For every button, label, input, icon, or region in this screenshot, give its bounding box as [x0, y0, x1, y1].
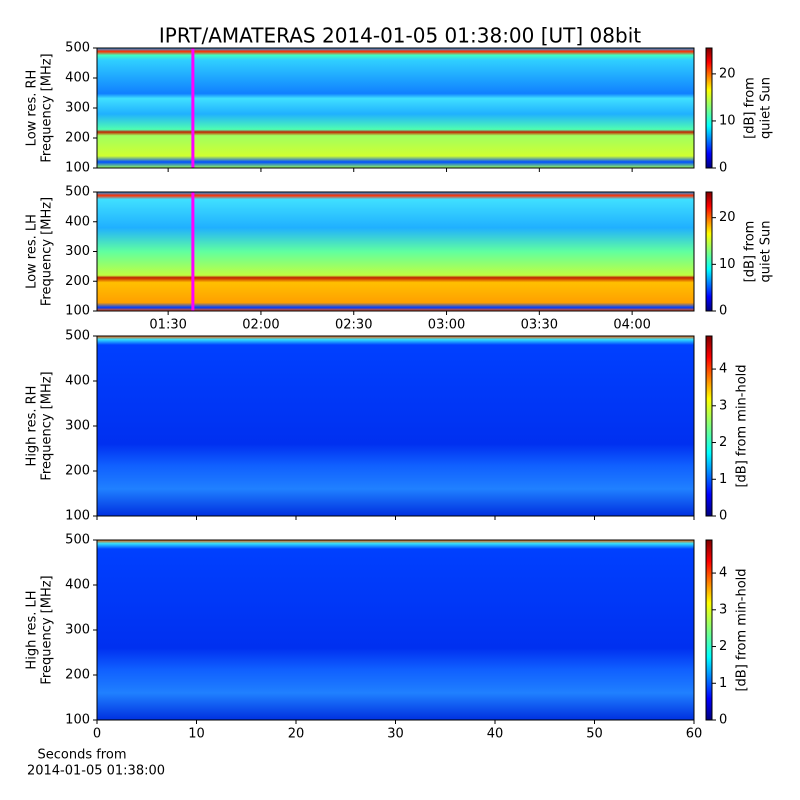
x-tick-label: 20	[288, 727, 305, 742]
y-tick-label: 200	[65, 274, 90, 289]
colorbar-tick-label: 10	[719, 113, 736, 128]
x-tick-label: 50	[586, 727, 603, 742]
y-tick-label: 500	[65, 185, 90, 200]
spectrogram	[97, 192, 694, 311]
y-axis-label: Frequency [MHz]	[40, 371, 55, 480]
y-tick-label: 300	[65, 244, 90, 259]
x-tick-label: 10	[188, 727, 205, 742]
colorbar-label: quiet Sun	[759, 77, 774, 139]
x-tick-label: 60	[686, 727, 703, 742]
colorbar-tick-label: 3	[719, 398, 727, 413]
colorbar-label: quiet Sun	[759, 220, 774, 282]
colorbar-tick-label: 1	[719, 676, 727, 691]
y-axis-label: Frequency [MHz]	[40, 53, 55, 162]
x-tick-label: 02:30	[335, 318, 372, 333]
colorbar	[705, 539, 713, 721]
y-tick-label: 500	[65, 329, 90, 344]
colorbar-label: [dB] from min-hold	[735, 568, 750, 691]
x-tick-label: 30	[387, 727, 404, 742]
y-axis-label: Low res. RH	[25, 70, 40, 147]
y-tick-label: 100	[65, 161, 90, 176]
colorbar-tick-label: 10	[719, 257, 736, 272]
colorbar-tick-label: 20	[719, 66, 736, 81]
colorbar-label: [dB] from min-hold	[735, 364, 750, 487]
y-axis-label: Frequency [MHz]	[40, 575, 55, 684]
y-axis-label: High res. RH	[25, 386, 40, 467]
y-tick-label: 500	[65, 533, 90, 548]
y-tick-label: 200	[65, 464, 90, 479]
colorbar-tick-label: 2	[719, 639, 727, 654]
y-tick-label: 300	[65, 623, 90, 638]
y-tick-label: 300	[65, 101, 90, 116]
y-axis-label: Low res. LH	[25, 214, 40, 289]
colorbar-tick-label: 20	[719, 210, 736, 225]
colorbar	[705, 191, 713, 312]
colorbar-tick-label: 0	[719, 509, 727, 524]
x-axis-label: 2014-01-05 01:38:00	[27, 764, 165, 779]
y-tick-label: 200	[65, 668, 90, 683]
spectrogram	[97, 336, 694, 516]
colorbar-tick-label: 0	[719, 304, 727, 319]
y-tick-label: 100	[65, 713, 90, 728]
colorbar-tick-label: 0	[719, 161, 727, 176]
spectrogram	[97, 540, 694, 720]
y-tick-label: 400	[65, 214, 90, 229]
y-axis-label: High res. LH	[25, 590, 40, 669]
y-tick-label: 500	[65, 41, 90, 56]
colorbar	[705, 335, 713, 517]
x-tick-label: 03:00	[428, 318, 465, 333]
x-tick-label: 02:00	[242, 318, 279, 333]
colorbar-label: [dB] from	[743, 221, 758, 283]
colorbar-label: [dB] from	[743, 77, 758, 139]
colorbar	[705, 47, 713, 169]
y-tick-label: 200	[65, 131, 90, 146]
y-tick-label: 400	[65, 578, 90, 593]
x-tick-label: 40	[487, 727, 504, 742]
colorbar-tick-label: 2	[719, 435, 727, 450]
colorbar-tick-label: 4	[719, 566, 727, 581]
x-tick-label: 03:30	[521, 318, 558, 333]
y-tick-label: 400	[65, 71, 90, 86]
colorbar-tick-label: 4	[719, 362, 727, 377]
y-axis-label: Frequency [MHz]	[40, 197, 55, 306]
y-tick-label: 400	[65, 374, 90, 389]
colorbar-tick-label: 3	[719, 602, 727, 617]
chart-title: IPRT/AMATERAS 2014-01-05 01:38:00 [UT] 0…	[159, 24, 641, 48]
colorbar-tick-label: 0	[719, 713, 727, 728]
y-tick-label: 100	[65, 509, 90, 524]
x-tick-label: 0	[93, 727, 101, 742]
x-axis-label: Seconds from	[37, 748, 126, 763]
x-tick-label: 04:00	[613, 318, 650, 333]
y-tick-label: 100	[65, 304, 90, 319]
spectrogram	[97, 48, 694, 168]
x-tick-label: 01:30	[149, 318, 186, 333]
y-tick-label: 300	[65, 419, 90, 434]
colorbar-tick-label: 1	[719, 472, 727, 487]
